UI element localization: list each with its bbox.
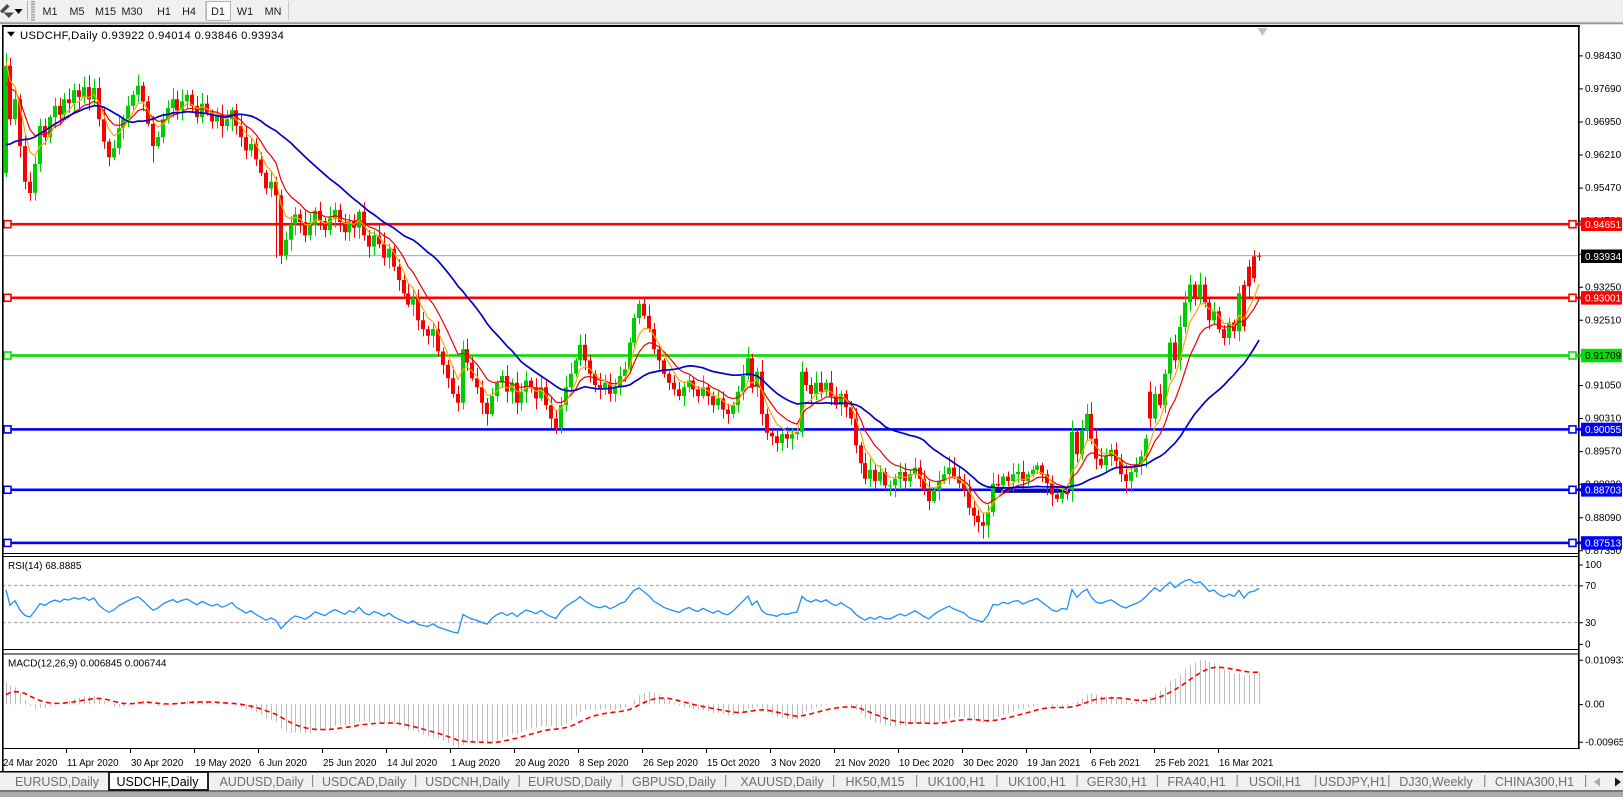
svg-text:16 Mar 2021: 16 Mar 2021	[1219, 758, 1273, 769]
svg-text:0.96950: 0.96950	[1585, 117, 1622, 128]
svg-text:10 Dec 2020: 10 Dec 2020	[899, 758, 955, 769]
svg-text:M1: M1	[43, 6, 58, 18]
svg-text:21 Nov 2020: 21 Nov 2020	[835, 758, 891, 769]
svg-text:0.88703: 0.88703	[1585, 485, 1622, 496]
svg-text:19 Jan 2021: 19 Jan 2021	[1027, 758, 1080, 769]
svg-text:GBPUSD,Daily: GBPUSD,Daily	[632, 775, 717, 789]
svg-text:0.87350: 0.87350	[1585, 546, 1622, 557]
svg-text:H4: H4	[182, 6, 196, 18]
svg-text:25 Feb 2021: 25 Feb 2021	[1155, 758, 1209, 769]
svg-text:UK100,H1: UK100,H1	[928, 775, 986, 789]
svg-text:USOil,H1: USOil,H1	[1249, 775, 1301, 789]
svg-text:0.97690: 0.97690	[1585, 84, 1622, 95]
svg-text:24 Mar 2020: 24 Mar 2020	[3, 758, 58, 769]
svg-text:1 Aug 2020: 1 Aug 2020	[451, 758, 501, 769]
svg-text:USDCNH,Daily: USDCNH,Daily	[425, 775, 510, 789]
svg-text:0.90310: 0.90310	[1585, 414, 1622, 425]
svg-text:H1: H1	[157, 6, 171, 18]
svg-text:EURUSD,Daily: EURUSD,Daily	[528, 775, 613, 789]
svg-text:D1: D1	[211, 6, 225, 18]
svg-text:EURUSD,Daily: EURUSD,Daily	[15, 775, 100, 789]
svg-text:0.89570: 0.89570	[1585, 447, 1622, 458]
svg-text:USDCHF,Daily: USDCHF,Daily	[117, 775, 200, 789]
svg-text:M5: M5	[70, 6, 85, 18]
svg-text:3 Nov 2020: 3 Nov 2020	[771, 758, 821, 769]
svg-text:0: 0	[1585, 640, 1591, 651]
svg-text:0.87513: 0.87513	[1585, 539, 1622, 550]
svg-text:6 Feb 2021: 6 Feb 2021	[1091, 758, 1140, 769]
svg-text:0.93934: 0.93934	[1585, 252, 1622, 263]
svg-text:20 Aug 2020: 20 Aug 2020	[515, 758, 570, 769]
svg-text:0.90055: 0.90055	[1585, 425, 1622, 436]
svg-text:0.96210: 0.96210	[1585, 150, 1622, 161]
svg-text:8 Sep 2020: 8 Sep 2020	[579, 758, 629, 769]
svg-text:0.98430: 0.98430	[1585, 51, 1622, 62]
svg-text:AUDUSD,Daily: AUDUSD,Daily	[219, 775, 304, 789]
svg-text:30 Apr 2020: 30 Apr 2020	[131, 758, 184, 769]
svg-text:0.93250: 0.93250	[1585, 282, 1622, 293]
svg-text:W1: W1	[237, 6, 253, 18]
svg-text:0.93001: 0.93001	[1585, 293, 1622, 304]
svg-text:100: 100	[1585, 560, 1602, 571]
svg-text:GER30,H1: GER30,H1	[1087, 775, 1147, 789]
svg-text:XAUUSD,Daily: XAUUSD,Daily	[740, 775, 824, 789]
svg-text:30 Dec 2020: 30 Dec 2020	[963, 758, 1019, 769]
svg-text:0.92510: 0.92510	[1585, 315, 1622, 326]
svg-text:0.91050: 0.91050	[1585, 381, 1622, 392]
svg-text:HK50,M15: HK50,M15	[845, 775, 904, 789]
svg-text:70: 70	[1585, 581, 1597, 592]
svg-text:6 Jun 2020: 6 Jun 2020	[259, 758, 308, 769]
svg-text:USDCHF,Daily 0.93922 0.94014: USDCHF,Daily 0.93922 0.94014 0.93846 0.9…	[20, 30, 284, 42]
svg-text:CHINA300,H1: CHINA300,H1	[1495, 775, 1574, 789]
svg-text:30: 30	[1585, 618, 1597, 629]
svg-text:25 Jun 2020: 25 Jun 2020	[323, 758, 377, 769]
svg-text:UK100,H1: UK100,H1	[1008, 775, 1066, 789]
svg-text:-0.009653: -0.009653	[1585, 737, 1623, 748]
svg-text:MACD(12,26,9) 0.006845 0.00674: MACD(12,26,9) 0.006845 0.006744	[8, 659, 167, 670]
svg-text:19 May 2020: 19 May 2020	[195, 758, 252, 769]
svg-text:M30: M30	[121, 6, 142, 18]
svg-text:RSI(14) 68.8885: RSI(14) 68.8885	[8, 561, 82, 572]
svg-text:USDJPY,H1: USDJPY,H1	[1319, 775, 1386, 789]
svg-text:0.88090: 0.88090	[1585, 513, 1622, 524]
svg-text:0.95470: 0.95470	[1585, 183, 1622, 194]
svg-text:15 Oct 2020: 15 Oct 2020	[707, 758, 760, 769]
svg-text:14 Jul 2020: 14 Jul 2020	[387, 758, 438, 769]
svg-text:M15: M15	[95, 6, 116, 18]
svg-text:0.91709: 0.91709	[1585, 351, 1622, 362]
svg-text:DJ30,Weekly: DJ30,Weekly	[1399, 775, 1473, 789]
svg-text:MN: MN	[265, 6, 282, 18]
svg-text:FRA40,H1: FRA40,H1	[1167, 775, 1225, 789]
svg-text:0.010933: 0.010933	[1585, 655, 1623, 666]
svg-text:USDCAD,Daily: USDCAD,Daily	[322, 775, 407, 789]
svg-text:26 Sep 2020: 26 Sep 2020	[643, 758, 699, 769]
svg-text:0.94651: 0.94651	[1585, 220, 1622, 231]
svg-text:11 Apr 2020: 11 Apr 2020	[67, 758, 119, 769]
svg-text:0.00: 0.00	[1585, 700, 1605, 711]
